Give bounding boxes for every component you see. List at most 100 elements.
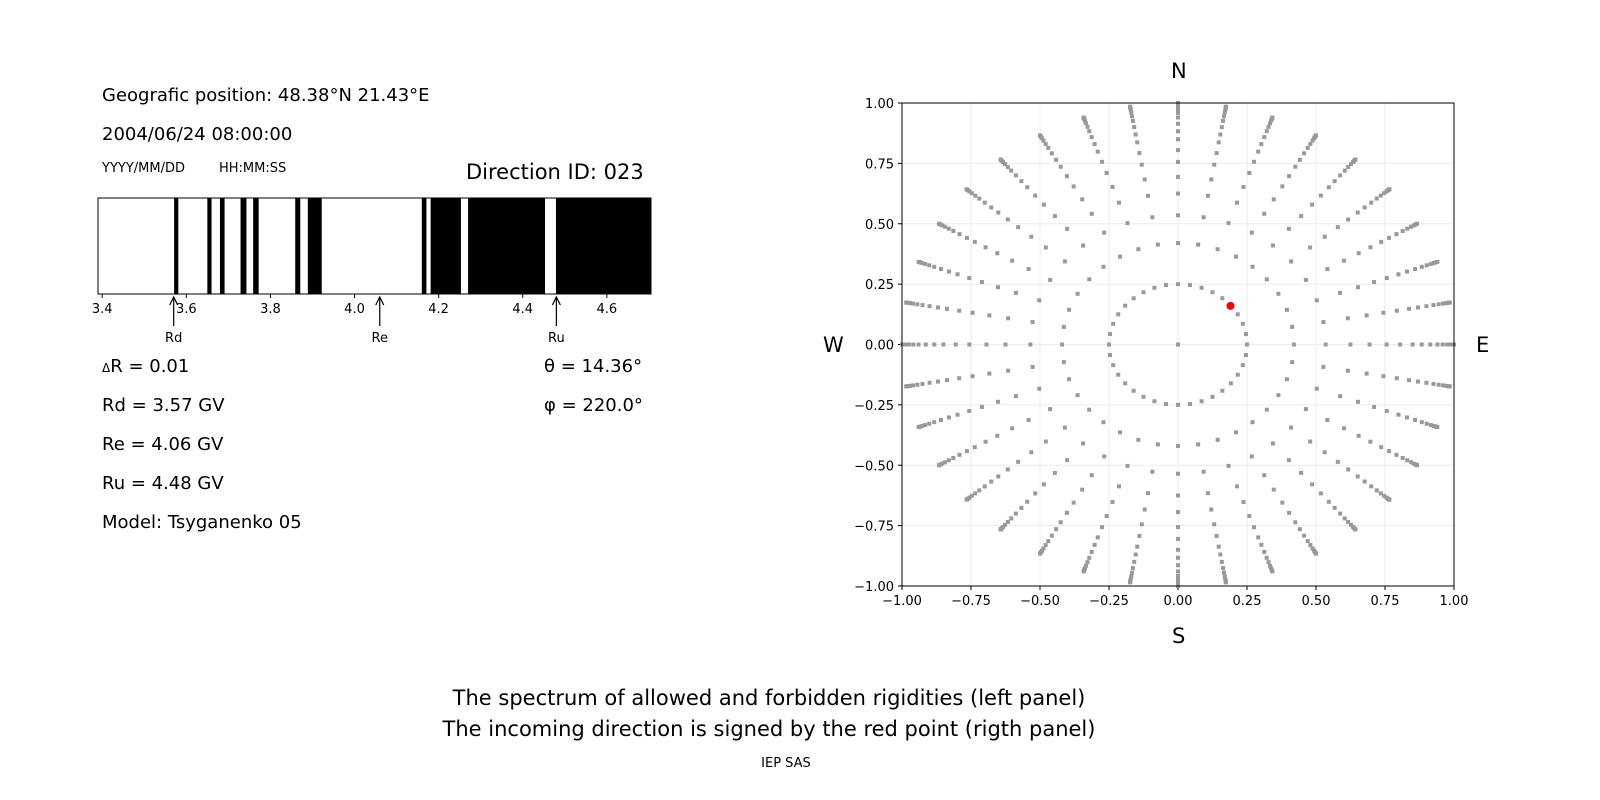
direction-point (1025, 185, 1030, 190)
direction-point (936, 221, 941, 226)
direction-point (1318, 193, 1323, 198)
direction-point (1318, 491, 1323, 496)
direction-point (1187, 401, 1192, 406)
forbidden-band (430, 198, 461, 294)
direction-point (1130, 566, 1135, 571)
direction-point (1308, 543, 1313, 548)
direction-point (1210, 290, 1215, 295)
x-tick-label: 4.4 (512, 302, 533, 317)
direction-point (1081, 569, 1086, 574)
direction-point (1176, 402, 1180, 407)
direction-point (1176, 569, 1180, 574)
direction-point (1419, 264, 1424, 269)
direction-point (964, 449, 969, 454)
direction-point (957, 452, 962, 457)
direction-point (932, 264, 937, 269)
forbidden-band (555, 198, 651, 294)
direction-point (1089, 135, 1094, 140)
direction-point (1305, 145, 1310, 150)
direction-point (932, 420, 937, 425)
direction-point (1100, 525, 1105, 530)
direction-point (1142, 177, 1147, 182)
direction-point (1089, 549, 1094, 554)
direction-point (1135, 544, 1140, 549)
direction-point (1104, 170, 1109, 175)
y-tick-label: −0.75 (854, 520, 894, 535)
direction-point (1384, 342, 1389, 347)
direction-point (946, 415, 951, 420)
direction-point (1428, 423, 1433, 428)
y-tick-label: 0.25 (865, 278, 894, 293)
direction-point (1132, 559, 1137, 564)
direction-point (1176, 342, 1180, 347)
direction-point (1026, 417, 1031, 422)
direction-point (1431, 381, 1436, 386)
direction-point (916, 259, 921, 264)
direction-point (1341, 258, 1346, 263)
direction-point (1405, 269, 1410, 274)
direction-point (1030, 320, 1035, 325)
direction-point (1123, 381, 1128, 386)
direction-point (1118, 430, 1123, 435)
forbidden-band (307, 198, 322, 294)
direction-point (1139, 162, 1144, 167)
direction-point (1338, 511, 1343, 516)
direction-point (936, 463, 941, 468)
direction-point (1087, 555, 1092, 560)
direction-point (1234, 484, 1239, 489)
direction-point (1141, 290, 1146, 295)
direction-point (946, 269, 951, 274)
direction-point (1064, 510, 1069, 515)
direction-point (1276, 393, 1281, 398)
direction-point (1266, 560, 1271, 565)
direction-point (1396, 412, 1401, 417)
direction-point (1335, 225, 1340, 230)
direction-point (1164, 283, 1169, 288)
direction-point (1387, 235, 1392, 240)
direction-point (1256, 149, 1261, 154)
direction-point (1369, 200, 1374, 205)
direction-point (1262, 549, 1267, 554)
direction-point (987, 313, 992, 318)
y-tick-label: 0.75 (865, 157, 894, 172)
direction-point (1041, 482, 1046, 487)
x-tick-label: −1.00 (882, 594, 922, 609)
direction-point (1209, 177, 1214, 182)
direction-point (1176, 213, 1180, 218)
direction-point (1413, 417, 1418, 422)
direction-point (1095, 535, 1100, 540)
direction-point (964, 187, 969, 192)
direction-point (1355, 285, 1360, 290)
direction-point (1132, 125, 1137, 130)
direction-point (1346, 217, 1351, 222)
direction-point (920, 303, 925, 308)
direction-point (1384, 408, 1389, 413)
direction-point (1259, 542, 1264, 547)
direction-point (1095, 149, 1100, 154)
direction-point (1345, 316, 1350, 321)
direction-point (1326, 499, 1331, 504)
direction-point (1060, 342, 1065, 347)
direction-point (1387, 187, 1392, 192)
direction-point (1080, 197, 1085, 202)
direction-point (1221, 566, 1226, 571)
direction-point (1009, 168, 1014, 173)
direction-point (1299, 214, 1304, 219)
direction-point (1131, 388, 1136, 393)
direction-point (1087, 277, 1092, 282)
direction-point (1176, 574, 1180, 579)
direction-point (1062, 259, 1067, 264)
direction-point (1049, 533, 1054, 538)
direction-point (1176, 547, 1180, 552)
direction-point (1346, 165, 1351, 170)
direction-point (1199, 285, 1204, 290)
direction-point (1123, 303, 1128, 308)
direction-point (1364, 313, 1369, 318)
direction-point (1010, 258, 1015, 263)
direction-point (1005, 217, 1010, 222)
direction-point (1234, 200, 1239, 205)
direction-point (1221, 118, 1226, 123)
direction-point (1243, 352, 1248, 357)
direction-point (1083, 121, 1088, 126)
direction-point (953, 342, 958, 347)
